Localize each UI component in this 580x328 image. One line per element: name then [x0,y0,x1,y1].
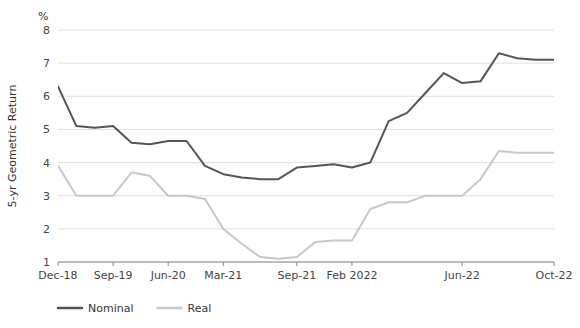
x-tick [296,262,297,266]
y-tick-label: 2 [43,223,50,236]
annotation: % [38,10,48,23]
series-line [58,151,554,259]
x-tick [351,262,352,266]
series-line [58,53,554,179]
background [0,0,580,328]
grid-line [58,96,554,97]
grid-line [58,129,554,130]
y-tick-label: 6 [43,90,50,103]
x-tick [223,262,224,266]
x-tick-label: Feb 2022 [326,269,377,282]
grid-line [58,63,554,64]
x-tick [58,262,59,266]
x-tick-label: Dec-18 [38,269,77,282]
x-tick [554,262,555,266]
x-tick-label: Sep-21 [277,269,316,282]
y-tick-label: 3 [43,190,50,203]
x-tick-label: Jun-22 [444,269,480,282]
grid-line [58,228,554,229]
plot-lines [58,53,554,258]
x-axis-line [58,262,554,263]
legend-swatch [158,307,182,310]
grid-line [58,195,554,196]
grid-line [58,262,554,263]
x-tick [113,262,114,266]
y-tick-label: 5 [43,123,50,136]
x-tick [168,262,169,266]
chart: 1 2 3 4 5 6 7 8 Dec-18 Sep-19 Jun-20 Mar-21 Sep-21 Fe… [0,0,580,328]
legend-swatch [58,307,82,310]
legend-entry: Real [188,302,212,315]
y-axis-label: 5-yr Geometric Return [6,85,19,208]
y-tick-label: 7 [43,57,50,70]
legend-entry: Nominal [88,302,134,315]
x-tick-label: Oct-22 [536,269,573,282]
y-tick-label: 1 [43,256,50,269]
x-tick-label: Mar-21 [204,269,242,282]
grid-line [58,162,554,163]
x-tick [462,262,463,266]
grid-line [58,30,554,31]
y-tick-label: 8 [43,24,50,37]
x-tick-label: Sep-19 [94,269,133,282]
x-tick-label: Jun-20 [150,269,186,282]
y-tick-label: 4 [43,157,50,170]
